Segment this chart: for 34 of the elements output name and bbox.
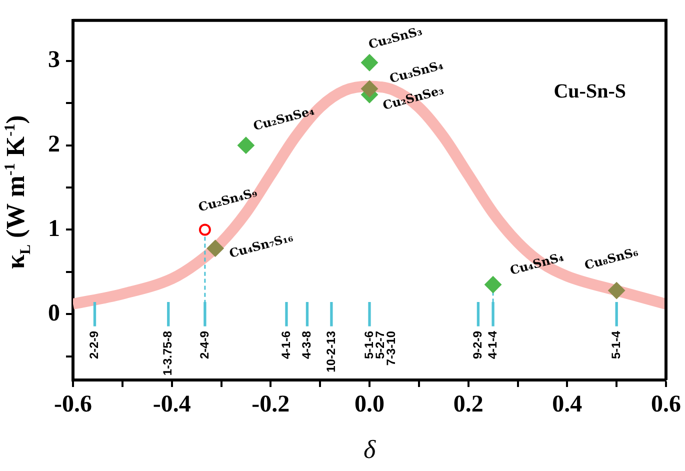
point	[198, 224, 211, 236]
annotation: 2-4-9	[197, 330, 212, 359]
x-axis-title: δ	[363, 435, 376, 464]
y-tick-label: 3	[48, 47, 60, 74]
annotation: 5-1-4	[608, 330, 623, 359]
annotation: 10-2-13	[324, 330, 338, 372]
point	[361, 54, 378, 72]
x-tick-label: 0.2	[453, 392, 484, 418]
x-tick-label: -0.2	[252, 392, 290, 418]
x-tick-label: 0.6	[651, 392, 681, 418]
y-tick-label: 1	[48, 216, 60, 242]
annotation: 1-3.75-8	[160, 330, 175, 376]
annotation: Cu₄SnS₄	[508, 250, 566, 278]
x-tick-label: 0.0	[354, 392, 384, 418]
x-tick-label: -0.4	[152, 392, 191, 418]
annotation: 4-3-8	[300, 330, 314, 359]
annotation: 4-1-4	[485, 330, 500, 359]
annotation: 9-2-9	[470, 330, 485, 359]
y-tick-label: 2	[48, 132, 60, 158]
annotation: Cu₂SnS₃	[366, 24, 424, 52]
annotation: Cu₈SnS₆	[583, 244, 640, 273]
annotation: Cu₂SnSe₄	[252, 104, 316, 134]
point	[237, 136, 254, 154]
x-tick-label: 0.4	[552, 392, 582, 418]
annotation: 5-1-6 5-2-7 7-3-10	[362, 330, 398, 366]
point	[361, 80, 378, 98]
point	[484, 276, 502, 294]
y-tick-label: 0	[48, 300, 60, 326]
x-tick-label: -0.6	[54, 392, 92, 418]
annotation: 4-1-6	[278, 330, 293, 359]
point	[608, 282, 626, 300]
annotation: 2-2-9	[87, 330, 102, 359]
annotation: Cu-Sn-S	[554, 80, 626, 103]
point	[206, 240, 224, 257]
